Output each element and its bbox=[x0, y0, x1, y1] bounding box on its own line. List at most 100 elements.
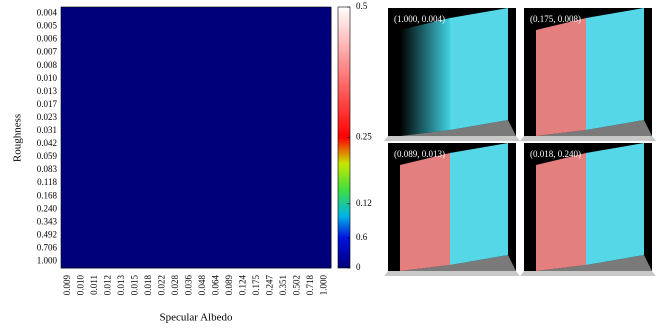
heatmap-cell bbox=[223, 85, 237, 99]
colorbar-tick-label: 0.12 bbox=[356, 198, 372, 208]
colorbar-tick-label: 0.6 bbox=[356, 232, 368, 242]
heatmap-cell bbox=[250, 189, 264, 204]
heatmap-cell bbox=[142, 228, 156, 243]
heatmap-cell bbox=[101, 137, 116, 151]
heatmap-cell bbox=[304, 163, 318, 178]
heatmap-cell bbox=[155, 215, 170, 230]
heatmap-cell bbox=[263, 176, 278, 191]
heatmap-cell bbox=[304, 241, 318, 256]
heatmap-cell bbox=[223, 254, 237, 269]
heatmap-cell bbox=[88, 59, 102, 73]
heatmap-cell bbox=[169, 98, 183, 112]
heatmap-cell bbox=[317, 241, 332, 256]
heatmap-cell bbox=[277, 7, 291, 21]
heatmap-cell bbox=[209, 176, 224, 191]
heatmap-cell bbox=[142, 189, 156, 204]
heatmap-cell bbox=[209, 163, 224, 178]
floor-shadow bbox=[384, 271, 520, 276]
heatmap-cell bbox=[61, 7, 75, 21]
x-tick-label: 0.011 bbox=[89, 275, 99, 295]
heatmap-cell bbox=[317, 163, 332, 178]
heatmap-cell bbox=[250, 72, 264, 86]
heatmap-cell bbox=[317, 176, 332, 191]
heatmap-cell bbox=[209, 137, 224, 151]
heatmap-cell bbox=[128, 150, 143, 164]
colorbar-tick-label: 0.5 bbox=[356, 1, 368, 11]
heatmap-cell bbox=[88, 20, 102, 34]
y-tick-label: 0.010 bbox=[37, 73, 58, 83]
y-tick-label: 0.083 bbox=[37, 164, 58, 174]
heatmap-cell bbox=[128, 98, 143, 112]
heatmap-cell bbox=[74, 7, 89, 21]
heatmap-cell bbox=[142, 20, 156, 34]
y-tick-label: 0.492 bbox=[37, 229, 57, 239]
heatmap-cell bbox=[209, 72, 224, 86]
heatmap-cell bbox=[263, 111, 278, 125]
heatmap-cell bbox=[250, 7, 264, 21]
heatmap-cell bbox=[142, 150, 156, 164]
heatmap-cell bbox=[196, 202, 210, 217]
heatmap-cell bbox=[263, 241, 278, 256]
heatmap-cell bbox=[290, 176, 305, 191]
heatmap-cell bbox=[250, 163, 264, 178]
heatmap-cell bbox=[236, 124, 251, 138]
heatmap-cell bbox=[142, 254, 156, 269]
heatmap-cell bbox=[61, 85, 75, 99]
heatmap-cell bbox=[155, 111, 170, 125]
left-wall bbox=[536, 153, 586, 271]
heatmap-cell bbox=[169, 124, 183, 138]
heatmap-cell bbox=[223, 33, 237, 47]
heatmap-cell bbox=[101, 228, 116, 243]
heatmap-cell bbox=[101, 150, 116, 164]
heatmap-cell bbox=[317, 85, 332, 99]
y-tick-label: 0.240 bbox=[37, 203, 58, 213]
heatmap-cell bbox=[101, 59, 116, 73]
heatmap-cell bbox=[196, 20, 210, 34]
x-tick-label: 0.009 bbox=[62, 275, 72, 296]
heatmap-cell bbox=[263, 7, 278, 21]
x-tick-label: 1.000 bbox=[318, 275, 328, 296]
heatmap-cell bbox=[128, 7, 143, 21]
heatmap-cell bbox=[61, 137, 75, 151]
heatmap-cell bbox=[169, 189, 183, 204]
heatmap-cell bbox=[223, 241, 237, 256]
heatmap-cell bbox=[304, 20, 318, 34]
heatmap-cell bbox=[223, 7, 237, 21]
right-wall bbox=[586, 8, 644, 130]
heatmap-cell bbox=[290, 163, 305, 178]
heatmap-cell bbox=[317, 137, 332, 151]
heatmap-cell bbox=[304, 215, 318, 230]
floor-shadow bbox=[384, 136, 520, 141]
heatmap-cell bbox=[263, 202, 278, 217]
heatmap-cell bbox=[169, 72, 183, 86]
floor-shadow bbox=[520, 136, 656, 141]
heatmap-cell bbox=[236, 85, 251, 99]
heatmap-cell bbox=[290, 33, 305, 47]
heatmap-cell bbox=[263, 254, 278, 269]
heatmap-cell bbox=[209, 7, 224, 21]
heatmap-cell bbox=[142, 176, 156, 191]
heatmap-cell bbox=[61, 33, 75, 47]
heatmap-cell bbox=[263, 85, 278, 99]
heatmap-cell bbox=[182, 150, 197, 164]
heatmap-cell bbox=[88, 189, 102, 204]
heatmap-cell bbox=[250, 228, 264, 243]
heatmap-cell bbox=[169, 7, 183, 21]
heatmap-cell bbox=[182, 20, 197, 34]
heatmap-cell bbox=[61, 20, 75, 34]
y-tick-label: 0.168 bbox=[37, 190, 58, 200]
heatmap-cell bbox=[209, 85, 224, 99]
heatmap-cell bbox=[101, 254, 116, 269]
heatmap-cell bbox=[317, 20, 332, 34]
x-tick-label: 0.018 bbox=[143, 275, 153, 296]
heatmap-cell bbox=[128, 254, 143, 269]
heatmap-cell bbox=[290, 189, 305, 204]
plot-frame bbox=[60, 6, 332, 269]
heatmap-cell bbox=[277, 176, 291, 191]
heatmap-cell bbox=[169, 33, 183, 47]
heatmap-cell bbox=[250, 241, 264, 256]
heatmap-cell bbox=[277, 111, 291, 125]
heatmap-cell bbox=[88, 202, 102, 217]
heatmap-cell bbox=[115, 150, 129, 164]
heatmap-cell bbox=[182, 254, 197, 269]
